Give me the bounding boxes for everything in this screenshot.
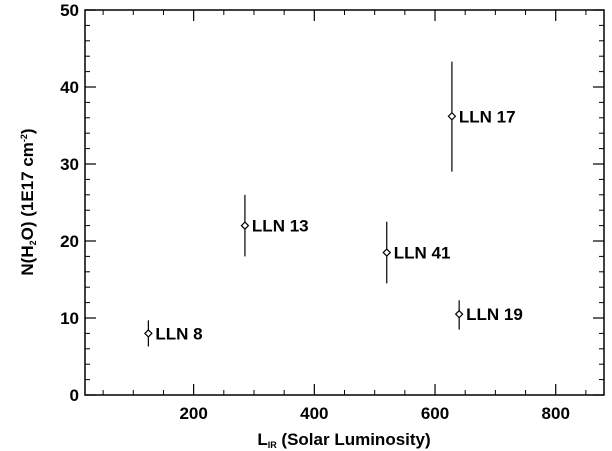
data-point	[240, 221, 250, 230]
point-label: LLN 41	[394, 244, 451, 263]
point-label: LLN 17	[459, 107, 516, 126]
y-tick-label: 30	[60, 155, 79, 174]
y-tick-label: 50	[60, 1, 79, 20]
data-points: LLN 8 LLN 13 LLN 17 LLN 41 LLN 19	[144, 61, 523, 347]
point-label: LLN 19	[466, 305, 523, 324]
x-tick-label: 200	[179, 404, 207, 423]
axis-ticks	[85, 9, 604, 396]
x-tick-label: 400	[300, 404, 328, 423]
x-tick-label: 800	[542, 404, 570, 423]
y-axis-title-part2: O) (1E17 cm	[18, 142, 37, 240]
x-axis-title-main: L	[257, 430, 267, 449]
y-tick-label: 20	[60, 232, 79, 251]
point-label: LLN 8	[155, 324, 202, 343]
y-tick-label: 40	[60, 78, 79, 97]
y-axis-title-part3: )	[18, 128, 37, 134]
y-tick-label: 10	[60, 309, 79, 328]
tick-labels: 200 400 600 800 0 10 20 30 40 50	[60, 1, 570, 423]
data-point	[144, 329, 153, 338]
point-label: LLN 13	[252, 217, 309, 236]
data-point	[447, 111, 457, 121]
y-axis-title-part1: N(H	[18, 245, 37, 275]
x-axis-title-rest: (Solar Luminosity)	[277, 430, 431, 449]
x-axis-title-subscript: IR	[268, 440, 278, 450]
x-axis-title: LIR (Solar Luminosity)	[257, 430, 430, 450]
y-axis-title-subscript: 2	[28, 240, 38, 245]
data-point	[382, 248, 392, 257]
y-axis-title: N(H2O) (1E17 cm-2)	[18, 128, 38, 275]
data-point	[454, 309, 464, 319]
y-axis-title-superscript: -2	[19, 134, 29, 142]
x-tick-label: 600	[421, 404, 449, 423]
y-tick-label: 0	[70, 386, 79, 405]
